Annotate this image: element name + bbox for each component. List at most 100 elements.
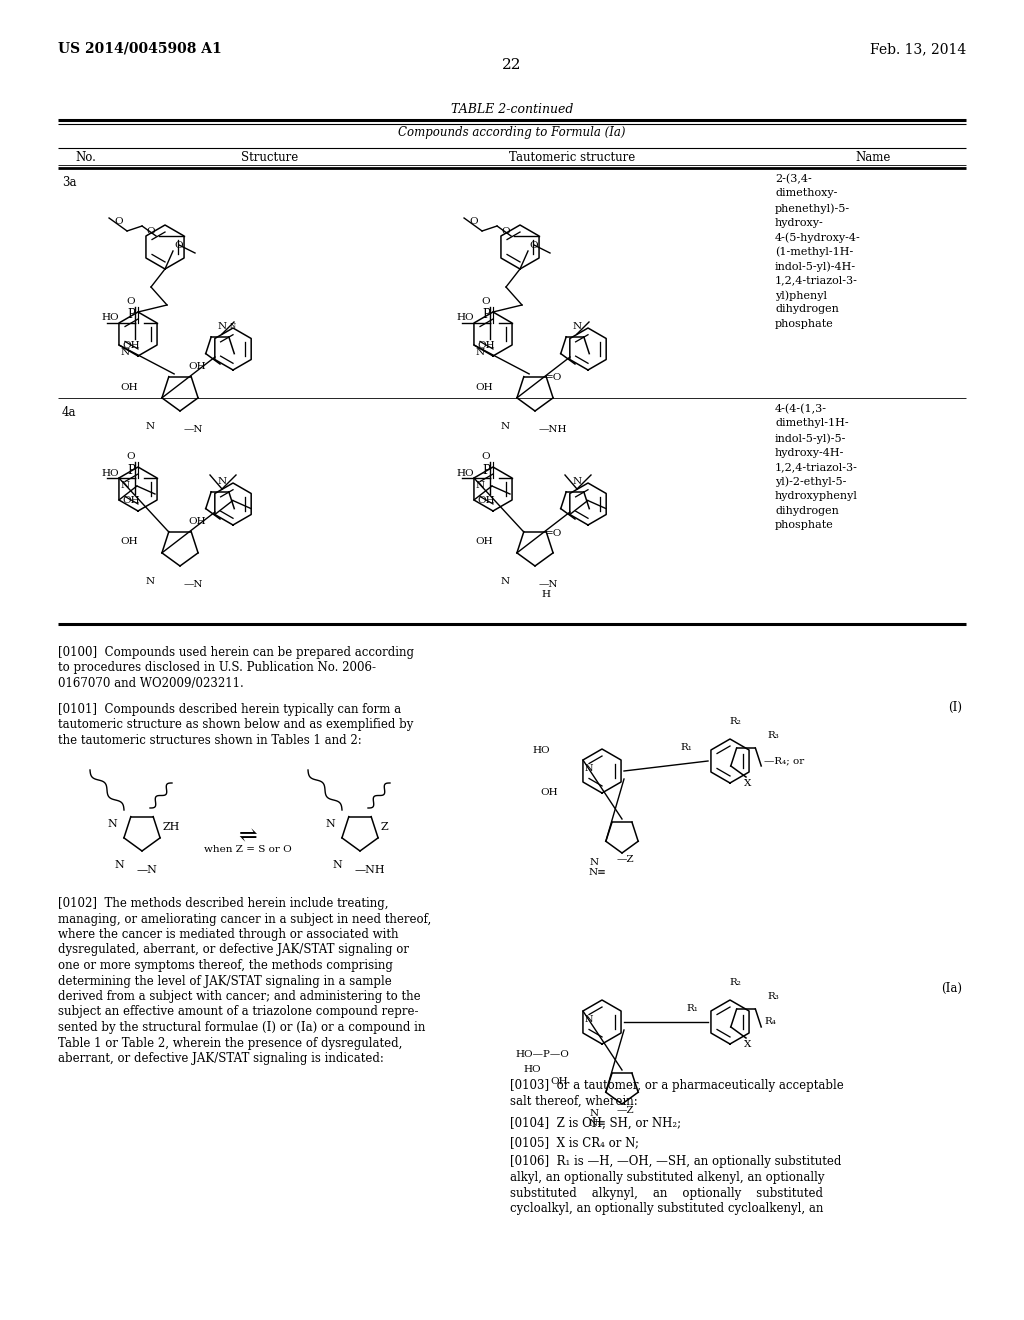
Text: OH: OH — [475, 537, 493, 546]
Text: [0103]  or a tautomer, or a pharmaceutically acceptable: [0103] or a tautomer, or a pharmaceutica… — [510, 1080, 844, 1093]
Text: N: N — [121, 348, 130, 356]
Text: aberrant, or defective JAK/STAT signaling is indicated:: aberrant, or defective JAK/STAT signalin… — [58, 1052, 384, 1065]
Text: N: N — [590, 1109, 599, 1118]
Text: [0105]  X is CR₄ or N;: [0105] X is CR₄ or N; — [510, 1137, 639, 1148]
Text: P: P — [482, 309, 490, 322]
Text: N: N — [585, 1015, 594, 1024]
Text: [0101]  Compounds described herein typically can form a: [0101] Compounds described herein typica… — [58, 702, 401, 715]
Text: Compounds according to Formula (Ia): Compounds according to Formula (Ia) — [398, 125, 626, 139]
Text: phenethyl)-5-: phenethyl)-5- — [775, 203, 850, 214]
Text: No.: No. — [75, 150, 96, 164]
Text: N: N — [106, 818, 117, 829]
Text: hydroxyphenyl: hydroxyphenyl — [775, 491, 858, 502]
Text: —R₄; or: —R₄; or — [764, 756, 804, 766]
Text: OH: OH — [121, 537, 138, 546]
Text: one or more symptoms thereof, the methods comprising: one or more symptoms thereof, the method… — [58, 960, 393, 972]
Text: indol-5-yl)-5-: indol-5-yl)-5- — [775, 433, 847, 444]
Text: O: O — [481, 451, 490, 461]
Text: N: N — [217, 322, 226, 331]
Text: HO: HO — [456, 469, 474, 478]
Text: OH: OH — [475, 383, 493, 392]
Text: 4-(4-(1,3-: 4-(4-(1,3- — [775, 404, 827, 414]
Text: —N: —N — [184, 425, 204, 434]
Text: R₃: R₃ — [767, 993, 778, 1001]
Text: H: H — [541, 590, 550, 599]
Text: (1-methyl-1H-: (1-methyl-1H- — [775, 247, 853, 257]
Text: dihydrogen: dihydrogen — [775, 506, 839, 516]
Text: hydroxy-4H-: hydroxy-4H- — [775, 447, 845, 458]
Text: O: O — [114, 216, 123, 226]
Text: HO: HO — [101, 469, 119, 478]
Text: —Z: —Z — [617, 1106, 635, 1115]
Text: =O: =O — [545, 528, 562, 537]
Text: determining the level of JAK/STAT signaling in a sample: determining the level of JAK/STAT signal… — [58, 974, 392, 987]
Text: —N: —N — [184, 579, 204, 589]
Text: N: N — [501, 577, 510, 586]
Text: OH: OH — [550, 1077, 567, 1086]
Text: N≡: N≡ — [588, 869, 606, 876]
Text: 1,2,4-triazol-3-: 1,2,4-triazol-3- — [775, 462, 858, 473]
Text: to procedures disclosed in U.S. Publication No. 2006-: to procedures disclosed in U.S. Publicat… — [58, 661, 376, 675]
Text: X: X — [744, 779, 752, 788]
Text: N: N — [217, 477, 226, 486]
Text: O: O — [127, 451, 135, 461]
Text: O: O — [501, 227, 510, 235]
Text: derived from a subject with cancer; and administering to the: derived from a subject with cancer; and … — [58, 990, 421, 1003]
Text: O: O — [146, 227, 155, 235]
Text: P: P — [127, 309, 135, 322]
Text: P: P — [482, 463, 490, 477]
Text: OH: OH — [121, 383, 138, 392]
Text: 1,2,4-triazol-3-: 1,2,4-triazol-3- — [775, 276, 858, 285]
Text: OH: OH — [477, 341, 495, 350]
Text: 4a: 4a — [62, 407, 77, 418]
Text: [0104]  Z is OH, SH, or NH₂;: [0104] Z is OH, SH, or NH₂; — [510, 1117, 681, 1130]
Text: O: O — [174, 242, 182, 249]
Text: OH: OH — [188, 517, 206, 525]
Text: tautomeric structure as shown below and as exemplified by: tautomeric structure as shown below and … — [58, 718, 414, 731]
Text: N: N — [145, 577, 155, 586]
Text: N: N — [145, 422, 155, 432]
Text: dimethyl-1H-: dimethyl-1H- — [775, 418, 849, 429]
Text: HO: HO — [532, 746, 550, 755]
Text: N: N — [501, 422, 510, 432]
Text: HO: HO — [101, 314, 119, 322]
Text: [0102]  The methods described herein include treating,: [0102] The methods described herein incl… — [58, 898, 388, 909]
Text: O: O — [529, 242, 538, 249]
Text: R₄: R₄ — [764, 1016, 776, 1026]
Text: 4-(5-hydroxy-4-: 4-(5-hydroxy-4- — [775, 232, 861, 243]
Text: sented by the structural formulae (I) or (Ia) or a compound in: sented by the structural formulae (I) or… — [58, 1020, 425, 1034]
Text: OH: OH — [122, 341, 140, 350]
Text: Feb. 13, 2014: Feb. 13, 2014 — [869, 42, 966, 55]
Text: Table 1 or Table 2, wherein the presence of dysregulated,: Table 1 or Table 2, wherein the presence… — [58, 1036, 402, 1049]
Text: N: N — [476, 480, 485, 490]
Text: —NH: —NH — [539, 425, 567, 434]
Text: —NH: —NH — [355, 865, 386, 875]
Text: (Ia): (Ia) — [941, 982, 962, 995]
Text: indol-5-yl)-4H-: indol-5-yl)-4H- — [775, 261, 856, 272]
Text: X: X — [744, 1040, 752, 1049]
Text: salt thereof, wherein:: salt thereof, wherein: — [510, 1096, 638, 1107]
Text: dimethoxy-: dimethoxy- — [775, 189, 838, 198]
Text: phosphate: phosphate — [775, 520, 834, 531]
Text: Tautomeric structure: Tautomeric structure — [509, 150, 635, 164]
Text: phosphate: phosphate — [775, 319, 834, 329]
Text: Z: Z — [381, 822, 389, 832]
Text: N: N — [332, 861, 342, 870]
Text: US 2014/0045908 A1: US 2014/0045908 A1 — [58, 42, 222, 55]
Text: 2-(3,4-: 2-(3,4- — [775, 174, 812, 185]
Text: subject an effective amount of a triazolone compound repre-: subject an effective amount of a triazol… — [58, 1006, 419, 1019]
Text: cycloalkyl, an optionally substituted cycloalkenyl, an: cycloalkyl, an optionally substituted cy… — [510, 1203, 823, 1214]
Text: [0106]  R₁ is —H, —OH, —SH, an optionally substituted: [0106] R₁ is —H, —OH, —SH, an optionally… — [510, 1155, 842, 1168]
Text: —N: —N — [539, 579, 558, 589]
Text: N: N — [590, 858, 599, 867]
Text: HO: HO — [523, 1065, 541, 1074]
Text: managing, or ameliorating cancer in a subject in need thereof,: managing, or ameliorating cancer in a su… — [58, 912, 431, 925]
Text: =O: =O — [545, 374, 562, 383]
Text: yl)phenyl: yl)phenyl — [775, 290, 827, 301]
Text: dysregulated, aberrant, or defective JAK/STAT signaling or: dysregulated, aberrant, or defective JAK… — [58, 944, 409, 957]
Text: —N: —N — [137, 865, 158, 875]
Text: substituted    alkynyl,    an    optionally    substituted: substituted alkynyl, an optionally subst… — [510, 1187, 823, 1200]
Text: Name: Name — [855, 150, 891, 164]
Text: yl)-2-ethyl-5-: yl)-2-ethyl-5- — [775, 477, 847, 487]
Text: N: N — [476, 348, 485, 356]
